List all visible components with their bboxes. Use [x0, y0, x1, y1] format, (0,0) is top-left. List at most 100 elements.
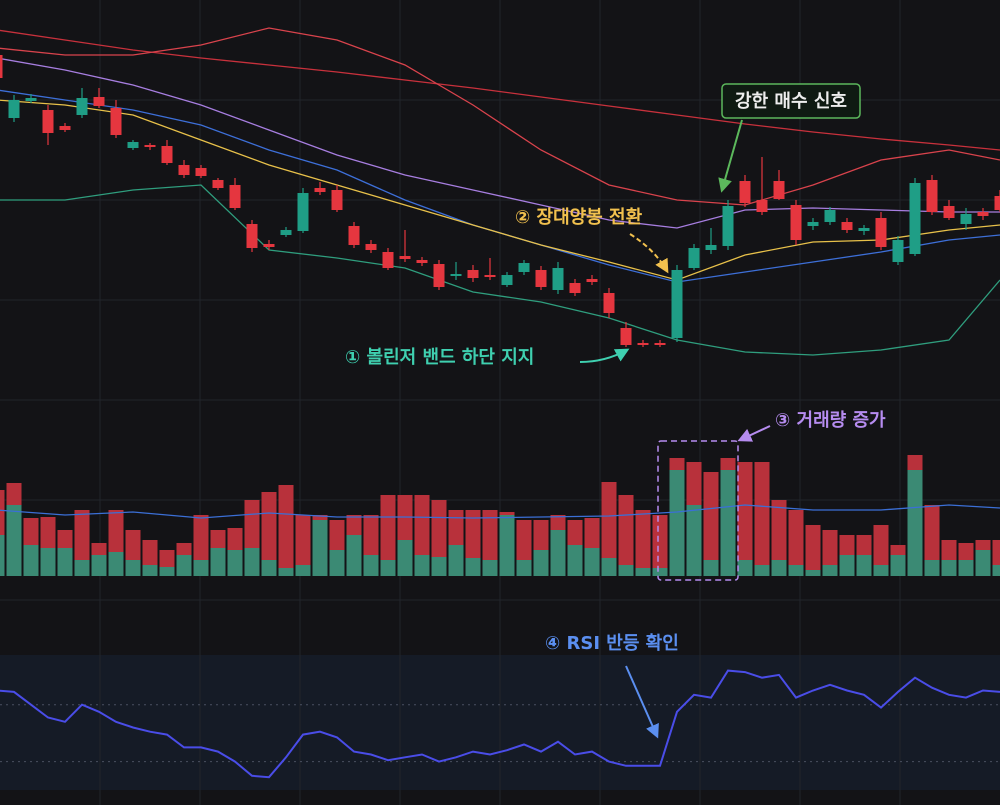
- candle-body: [399, 256, 411, 259]
- candle-body: [76, 98, 88, 115]
- volume-bar: [754, 462, 770, 565]
- volume-bar: [6, 483, 22, 505]
- candle-body: [127, 142, 139, 148]
- volume-bar: [635, 510, 651, 568]
- volume-bar: [176, 543, 192, 555]
- volume-bar: [431, 557, 447, 576]
- volume-bar: [720, 458, 736, 470]
- volume-bar: [890, 545, 906, 555]
- candle-body: [246, 224, 258, 248]
- candle-body: [501, 275, 513, 285]
- volume-bar: [363, 515, 379, 555]
- volume-bar: [907, 470, 923, 576]
- annotation: ② 장대양봉 전환: [515, 206, 643, 228]
- candle-body: [110, 108, 122, 135]
- annotations: 강한 매수 신호 ② 장대양봉 전환 ① 볼린저 밴드 하단 지지 ③ 거래량 …: [345, 83, 886, 739]
- candle-body: [161, 146, 173, 163]
- volume-bar: [312, 520, 328, 576]
- candle-body: [263, 244, 275, 247]
- overlay-line: [0, 504, 1000, 519]
- candle-body: [773, 181, 785, 199]
- volume-bar: [227, 550, 243, 576]
- volume-bar: [533, 520, 549, 550]
- volume-bar: [907, 455, 923, 470]
- candle-body: [314, 188, 326, 192]
- volume-bar: [499, 515, 515, 576]
- candle-body: [637, 343, 649, 345]
- candle-body: [586, 279, 598, 282]
- annotation-box: [721, 83, 861, 119]
- volume-bar: [346, 535, 362, 576]
- volume-bar: [924, 560, 940, 576]
- volume-bar: [992, 540, 1000, 565]
- volume-bar: [856, 555, 872, 576]
- volume-bar: [516, 560, 532, 576]
- volume-bar: [244, 548, 260, 576]
- volume-bar: [686, 505, 702, 576]
- volume-bar: [873, 565, 889, 576]
- candle-body: [620, 328, 632, 345]
- volume-bar: [312, 515, 328, 520]
- volume-bar: [533, 550, 549, 576]
- candle-body: [790, 205, 802, 240]
- volume-bar: [720, 470, 736, 576]
- volume-bar: [346, 515, 362, 535]
- candle-body: [93, 97, 105, 106]
- candle-body: [467, 270, 479, 278]
- volume-bar: [448, 510, 464, 545]
- overlay-line: [0, 57, 1000, 229]
- candle-body: [297, 193, 309, 231]
- volume-bar: [771, 560, 787, 576]
- candle-body: [416, 260, 428, 263]
- volume-bar: [0, 535, 5, 576]
- volume-bar: [975, 550, 991, 576]
- volume-bar: [227, 528, 243, 550]
- volume-bar: [618, 565, 634, 576]
- volume-bar: [465, 558, 481, 576]
- volume-bar: [635, 568, 651, 576]
- overlay-line: [0, 99, 1000, 281]
- candle-body: [671, 270, 683, 338]
- volume-bar: [550, 530, 566, 576]
- candle-body: [824, 210, 836, 222]
- volume-bar: [142, 540, 158, 565]
- volume-bar: [686, 462, 702, 505]
- candle-body: [943, 206, 955, 218]
- volume-bar: [193, 515, 209, 560]
- annotation-arrow: [579, 348, 630, 363]
- candle-body: [212, 180, 224, 188]
- annotation-arrow: [625, 665, 659, 739]
- candle-body: [994, 196, 1000, 210]
- volume-bar: [941, 560, 957, 576]
- volume-bar: [788, 510, 804, 565]
- volume-bar: [244, 500, 260, 548]
- candle-body: [484, 275, 496, 277]
- volume-bar: [176, 555, 192, 576]
- candle-body: [722, 206, 734, 246]
- candle-body: [348, 226, 360, 245]
- volume-bar: [125, 560, 141, 576]
- volume-bar: [958, 560, 974, 576]
- volume-bar: [295, 565, 311, 576]
- volume-bar: [278, 568, 294, 576]
- volume-bar: [0, 490, 5, 535]
- volume-bar: [329, 520, 345, 550]
- volume-bar: [550, 515, 566, 530]
- volume-bar: [822, 530, 838, 565]
- volume-bar: [703, 472, 719, 560]
- annotation-arrow: [629, 233, 669, 274]
- volume-bar: [873, 525, 889, 565]
- volume-bar: [805, 570, 821, 576]
- volume-bar: [669, 458, 685, 470]
- candle-body: [280, 230, 292, 235]
- volume-bar: [40, 548, 56, 576]
- volume-bar: [414, 495, 430, 555]
- volume-bar: [329, 550, 345, 576]
- volume-bar: [754, 565, 770, 576]
- volume-bar: [703, 560, 719, 576]
- volume-bar: [448, 545, 464, 576]
- volume-bar: [40, 517, 56, 548]
- volume-bar: [771, 500, 787, 560]
- candle-body: [0, 55, 3, 78]
